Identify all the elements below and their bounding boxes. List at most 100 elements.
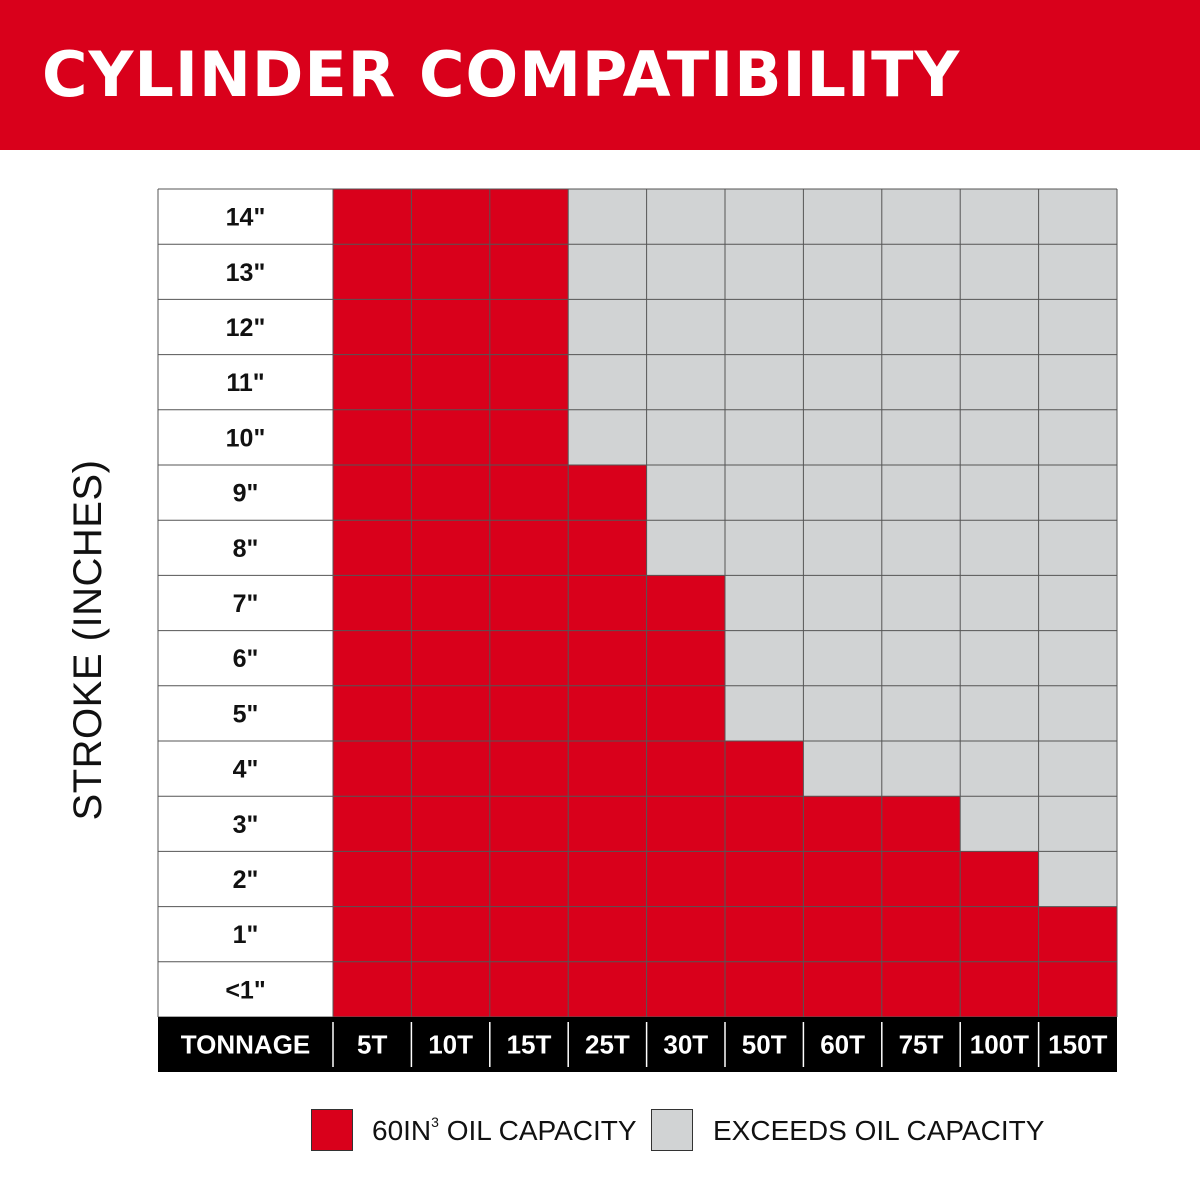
grid-cell — [646, 520, 725, 576]
x-tick-label: 10T — [428, 1030, 473, 1060]
grid-cell — [960, 299, 1039, 355]
grid-cell — [489, 685, 569, 741]
grid-cell — [333, 299, 412, 355]
grid-cell — [881, 685, 961, 741]
grid-cell — [333, 354, 412, 410]
row-label: 6" — [233, 645, 259, 673]
grid-cell — [725, 409, 804, 465]
grid-cell — [1038, 354, 1117, 410]
grid-cell — [960, 961, 1039, 1017]
grid-cell — [725, 465, 804, 521]
grid-cell — [489, 630, 569, 686]
grid-cell — [333, 741, 412, 797]
grid-cell — [960, 465, 1039, 521]
grid-cell — [333, 685, 412, 741]
x-tick-label: 60T — [820, 1030, 865, 1060]
row-label: <1" — [225, 976, 265, 1004]
row-label: 7" — [233, 590, 259, 618]
grid-cell — [960, 244, 1039, 300]
grid-cell — [881, 961, 961, 1017]
tonnage-axis-bar — [158, 1017, 1117, 1072]
grid-cell — [881, 851, 961, 907]
x-tick-label: 25T — [585, 1030, 630, 1060]
grid-cell — [803, 796, 882, 852]
grid-cell — [803, 575, 882, 631]
grid-cell — [411, 961, 490, 1017]
grid-cell — [725, 685, 804, 741]
grid-cell — [1038, 741, 1117, 797]
grid-cell — [489, 189, 569, 245]
grid-cell — [411, 906, 490, 962]
row-label: 2" — [233, 866, 259, 894]
row-label: 12" — [226, 314, 266, 342]
row-label: 10" — [226, 424, 266, 452]
grid-cell — [333, 465, 412, 521]
grid-cell — [568, 244, 647, 300]
grid-cell — [646, 685, 725, 741]
grid-cell — [411, 851, 490, 907]
grid-cell — [646, 906, 725, 962]
grid-cell — [489, 299, 569, 355]
x-tick-label: 5T — [357, 1030, 387, 1060]
grid-cell — [725, 961, 804, 1017]
grid-cell — [803, 189, 882, 245]
grid-cell — [1038, 520, 1117, 576]
x-axis-label: TONNAGE — [181, 1030, 311, 1060]
row-label: 8" — [233, 535, 259, 563]
grid-cell — [489, 741, 569, 797]
row-label-column — [158, 189, 333, 1017]
grid-cell — [881, 244, 961, 300]
page-title: CYLINDER COMPATIBILITY — [42, 38, 961, 111]
grid-cell — [803, 465, 882, 521]
grid-cell — [803, 299, 882, 355]
grid-cell — [960, 851, 1039, 907]
grid-cell — [960, 575, 1039, 631]
grid-cell — [725, 575, 804, 631]
x-tick-label: 30T — [663, 1030, 708, 1060]
grid-cell — [725, 741, 804, 797]
grid-cell — [489, 575, 569, 631]
grid-cell — [489, 244, 569, 300]
grid-cell — [411, 575, 490, 631]
grid-cell — [960, 741, 1039, 797]
grid-cell — [1038, 796, 1117, 852]
grid-cell — [881, 520, 961, 576]
grid-cell — [960, 409, 1039, 465]
grid-cell — [725, 299, 804, 355]
x-tick-label: 75T — [899, 1030, 944, 1060]
grid-cell — [568, 354, 647, 410]
grid-cell — [881, 906, 961, 962]
grid-cell — [1038, 851, 1117, 907]
grid-cell — [803, 741, 882, 797]
grid-cell — [646, 299, 725, 355]
grid-cell — [725, 189, 804, 245]
grid-cell — [646, 575, 725, 631]
grid-cell — [568, 409, 647, 465]
x-tick-label: 50T — [742, 1030, 787, 1060]
grid-cell — [568, 520, 647, 576]
legend-swatch-compatible — [311, 1109, 353, 1151]
grid-cell — [489, 354, 569, 410]
grid-cell — [568, 299, 647, 355]
grid-cell — [725, 630, 804, 686]
grid-cell — [881, 189, 961, 245]
grid-cell — [333, 575, 412, 631]
grid-cell — [646, 409, 725, 465]
row-label: 14" — [226, 204, 266, 232]
grid-cell — [411, 685, 490, 741]
grid-cell — [646, 961, 725, 1017]
grid-cell — [803, 630, 882, 686]
grid-cell — [803, 851, 882, 907]
grid-cell — [568, 906, 647, 962]
legend-label-compatible: 60IN3 OIL CAPACITY — [372, 1114, 637, 1146]
grid-cell — [960, 796, 1039, 852]
grid-cell — [881, 465, 961, 521]
grid-cell — [646, 851, 725, 907]
grid-cell — [1038, 685, 1117, 741]
grid-cell — [411, 630, 490, 686]
grid-cell — [725, 244, 804, 300]
grid-cell — [489, 520, 569, 576]
grid-cell — [489, 906, 569, 962]
grid-cell — [411, 244, 490, 300]
